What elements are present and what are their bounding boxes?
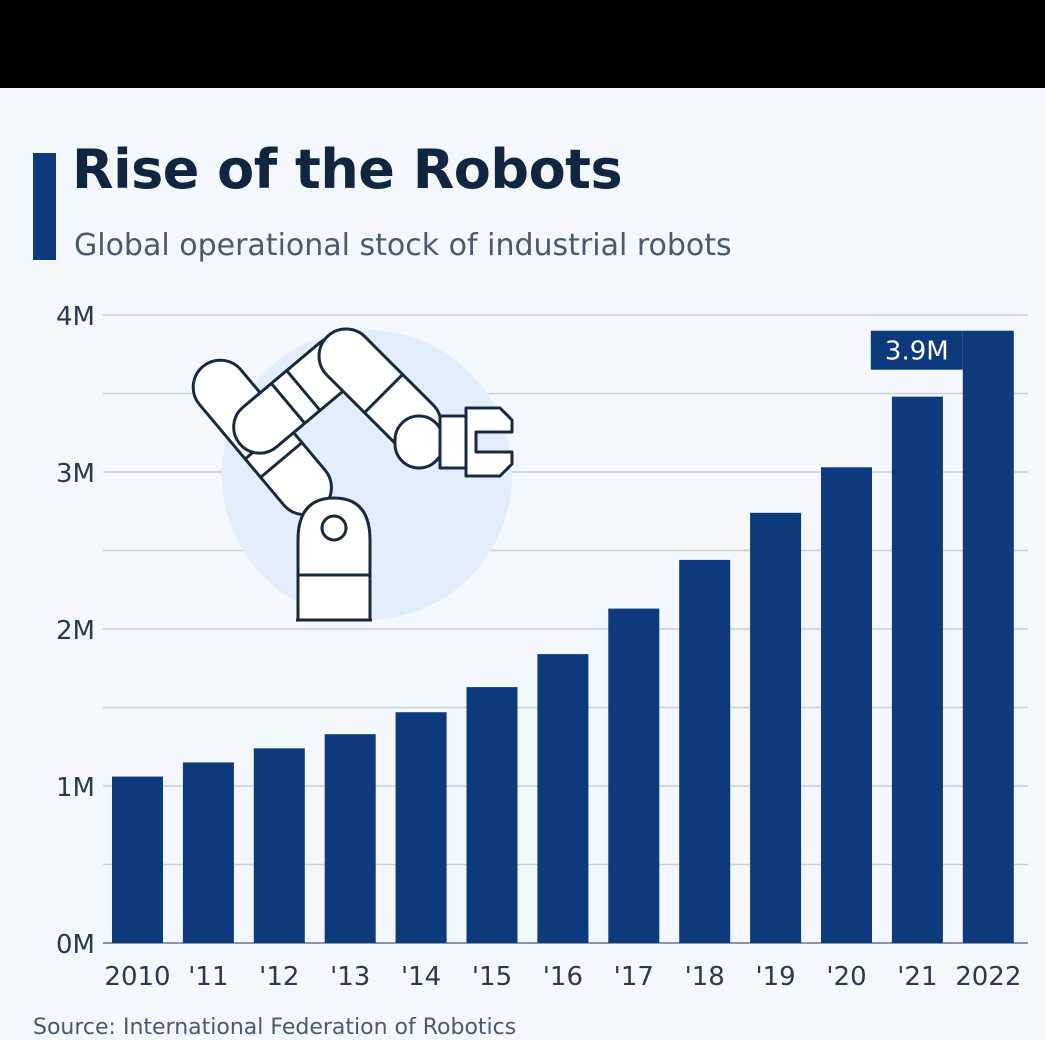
bar-13	[324, 734, 376, 943]
bar-17	[608, 608, 660, 943]
robot-wrist	[393, 414, 445, 470]
x-tick-label: 2010	[104, 962, 170, 992]
bar-15	[466, 687, 518, 943]
x-axis-ticks: 2010 '11 '12 '13 '14 '15 '16 '17 '18 '19 '20 '21 202…	[104, 962, 1021, 992]
x-tick-label: '14	[401, 962, 441, 992]
x-tick-label: '15	[472, 962, 512, 992]
x-tick-label: '17	[614, 962, 654, 992]
x-tick-label: 2022	[955, 962, 1021, 992]
bar-20	[821, 467, 872, 943]
bar-2022	[962, 330, 1014, 943]
y-tick-label: 1M	[56, 773, 95, 803]
robot-gripper-base	[438, 414, 468, 470]
source-note: Source: International Federation of Robo…	[33, 1015, 517, 1040]
bar-21	[891, 396, 943, 943]
chart-title: Rise of the Robots	[72, 138, 623, 201]
bar-2010	[112, 776, 163, 943]
x-tick-label: '16	[543, 962, 583, 992]
x-tick-label: '21	[897, 962, 937, 992]
y-tick-label: 3M	[56, 459, 95, 489]
x-tick-label: '19	[755, 962, 795, 992]
chart-subtitle: Global operational stock of industrial r…	[74, 228, 732, 263]
robot-base-column	[296, 496, 372, 620]
bar-14	[395, 712, 447, 943]
top-black-bar	[0, 0, 1045, 88]
y-tick-label: 4M	[56, 302, 95, 332]
robot-gripper-claw	[464, 406, 514, 478]
robot-arm-icon	[191, 327, 514, 622]
bar-19	[750, 512, 802, 943]
annotation-label-box	[870, 330, 963, 370]
bar-16	[537, 654, 589, 943]
bar-18	[679, 559, 731, 943]
x-tick-label: '20	[826, 962, 866, 992]
bars	[112, 330, 1014, 943]
bar-11	[182, 762, 234, 943]
y-axis-ticks: 0M 1M 2M 3M 4M	[56, 302, 95, 960]
x-tick-label: '11	[188, 962, 228, 992]
y-tick-label: 0M	[56, 930, 95, 960]
bar-12	[253, 748, 305, 943]
annotation-label: 3.9M	[885, 337, 949, 367]
x-tick-label: '13	[330, 962, 370, 992]
y-tick-label: 2M	[56, 616, 95, 646]
x-tick-label: '18	[685, 962, 725, 992]
annotation: 3.9M	[870, 330, 963, 370]
title-accent-bar	[33, 153, 56, 260]
robot-joint-icon	[320, 514, 348, 542]
x-tick-label: '12	[259, 962, 299, 992]
